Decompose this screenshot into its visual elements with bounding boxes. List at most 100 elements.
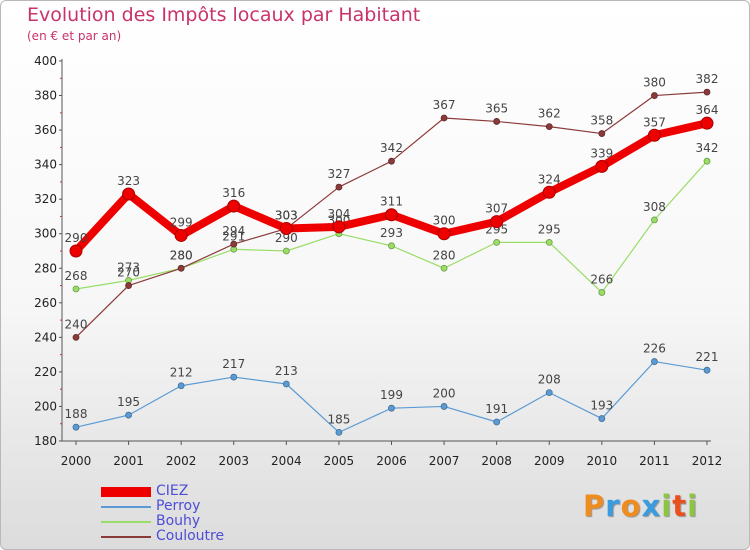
data-label-perroy: 200 — [433, 386, 456, 400]
x-tick-label: 2006 — [376, 454, 407, 468]
data-label-ciez: 300 — [433, 214, 456, 228]
data-label-ciez: 316 — [222, 186, 245, 200]
data-label-couloutre: 294 — [222, 224, 245, 238]
data-label-perroy: 188 — [65, 407, 88, 421]
legend-label-bouhy: Bouhy — [156, 513, 201, 529]
data-point-ciez — [69, 244, 83, 258]
y-tick-label: 360 — [34, 123, 57, 137]
data-point-perroy — [598, 415, 606, 422]
data-label-couloutre: 342 — [380, 141, 403, 155]
data-point-ciez — [647, 128, 661, 142]
data-label-couloutre: 327 — [327, 167, 350, 181]
data-point-bouhy — [598, 289, 606, 296]
series-couloutre: 240 270 280 294 303 327 342 367 365 362 358 380 382 — [65, 72, 719, 341]
data-label-couloutre: 380 — [643, 76, 666, 90]
y-tick-label: 320 — [34, 192, 57, 206]
x-tick-label: 2011 — [639, 454, 670, 468]
x-tick-label: 2007 — [429, 454, 460, 468]
data-point-perroy — [230, 373, 238, 381]
data-label-perroy: 208 — [538, 373, 561, 387]
legend-swatch-perroy — [101, 506, 151, 508]
x-tick-label: 2003 — [218, 454, 249, 468]
data-point-bouhy — [493, 238, 501, 246]
data-point-couloutre — [125, 282, 132, 289]
data-point-bouhy — [651, 216, 658, 224]
x-tick-label: 2009 — [534, 454, 565, 468]
y-tick-label: 380 — [34, 89, 57, 103]
data-point-perroy — [388, 404, 395, 412]
data-point-bouhy — [440, 264, 448, 272]
data-label-bouhy: 268 — [65, 269, 88, 283]
data-point-couloutre — [388, 157, 395, 165]
data-point-bouhy — [703, 157, 711, 165]
data-point-ciez — [437, 227, 451, 241]
y-tick-label: 400 — [34, 54, 57, 68]
chart-title: Evolution des Impôts locaux par Habitant — [27, 4, 421, 26]
data-point-bouhy — [545, 238, 553, 246]
data-point-ciez — [174, 228, 188, 242]
data-label-couloutre: 365 — [485, 101, 508, 115]
data-label-bouhy: 293 — [380, 226, 403, 240]
series-perroy: 188 195 212 217 213 185 199 200 191 208 193 226 221 — [65, 342, 719, 436]
data-point-couloutre — [335, 183, 343, 191]
data-point-ciez — [595, 159, 609, 173]
y-tick-label: 300 — [34, 227, 57, 241]
y-tick-label: 200 — [34, 399, 57, 413]
data-point-couloutre — [598, 130, 606, 137]
legend-item-couloutre: Couloutre — [101, 528, 361, 545]
data-label-bouhy: 273 — [117, 260, 140, 274]
data-point-ciez — [279, 222, 293, 236]
data-point-perroy — [703, 366, 711, 374]
data-label-couloutre: 280 — [170, 248, 193, 262]
data-label-bouhy: 280 — [170, 248, 193, 262]
data-label-ciez: 304 — [327, 207, 350, 221]
data-label-perroy: 193 — [590, 399, 613, 413]
data-point-perroy — [493, 418, 501, 426]
legend-label-perroy: Perroy — [156, 498, 201, 514]
series-ciez: 290 323 299 316 303 304 311 300 307 324 339 357 364 — [65, 103, 719, 258]
data-point-perroy — [440, 403, 448, 410]
data-point-perroy — [651, 358, 658, 365]
data-label-ciez: 324 — [538, 172, 561, 186]
data-point-ciez — [542, 185, 556, 199]
data-label-couloutre: 382 — [696, 72, 719, 86]
x-tick-label: 2012 — [692, 454, 723, 468]
data-point-ciez — [700, 116, 714, 130]
data-point-couloutre — [703, 88, 711, 96]
data-label-couloutre: 358 — [590, 114, 613, 128]
legend-label-ciez: CIEZ — [156, 483, 189, 499]
data-label-ciez: 303 — [275, 209, 298, 223]
data-label-couloutre: 362 — [538, 107, 561, 121]
x-tick-label: 2004 — [271, 454, 302, 468]
data-label-perroy: 199 — [380, 388, 403, 402]
data-label-bouhy: 280 — [433, 248, 456, 262]
data-point-couloutre — [72, 333, 80, 341]
data-point-ciez — [332, 220, 346, 234]
data-label-couloutre: 367 — [433, 98, 456, 112]
y-tick-label: 240 — [34, 330, 57, 344]
x-tick-label: 2005 — [324, 454, 355, 468]
data-point-bouhy — [282, 247, 290, 255]
data-point-perroy — [282, 380, 290, 388]
legend-item-bouhy: Bouhy — [101, 513, 361, 530]
chart-subtitle: (en € et par an) — [27, 29, 122, 43]
data-point-ciez — [385, 208, 398, 222]
data-label-ciez: 357 — [643, 115, 666, 129]
data-label-bouhy: 342 — [696, 141, 719, 155]
data-label-perroy: 221 — [696, 350, 719, 364]
x-tick-label: 2008 — [481, 454, 512, 468]
data-label-ciez: 364 — [696, 103, 719, 117]
data-point-couloutre — [545, 123, 553, 131]
data-point-couloutre — [177, 264, 185, 272]
data-label-perroy: 226 — [643, 342, 666, 356]
data-label-perroy: 212 — [170, 366, 193, 380]
data-label-bouhy: 291 — [222, 229, 245, 243]
legend-swatch-ciez — [101, 487, 151, 497]
data-point-perroy — [335, 428, 343, 436]
data-label-ciez: 307 — [485, 202, 508, 216]
y-tick-label: 280 — [34, 261, 57, 275]
data-label-perroy: 217 — [222, 357, 245, 371]
data-label-bouhy: 290 — [275, 231, 298, 245]
